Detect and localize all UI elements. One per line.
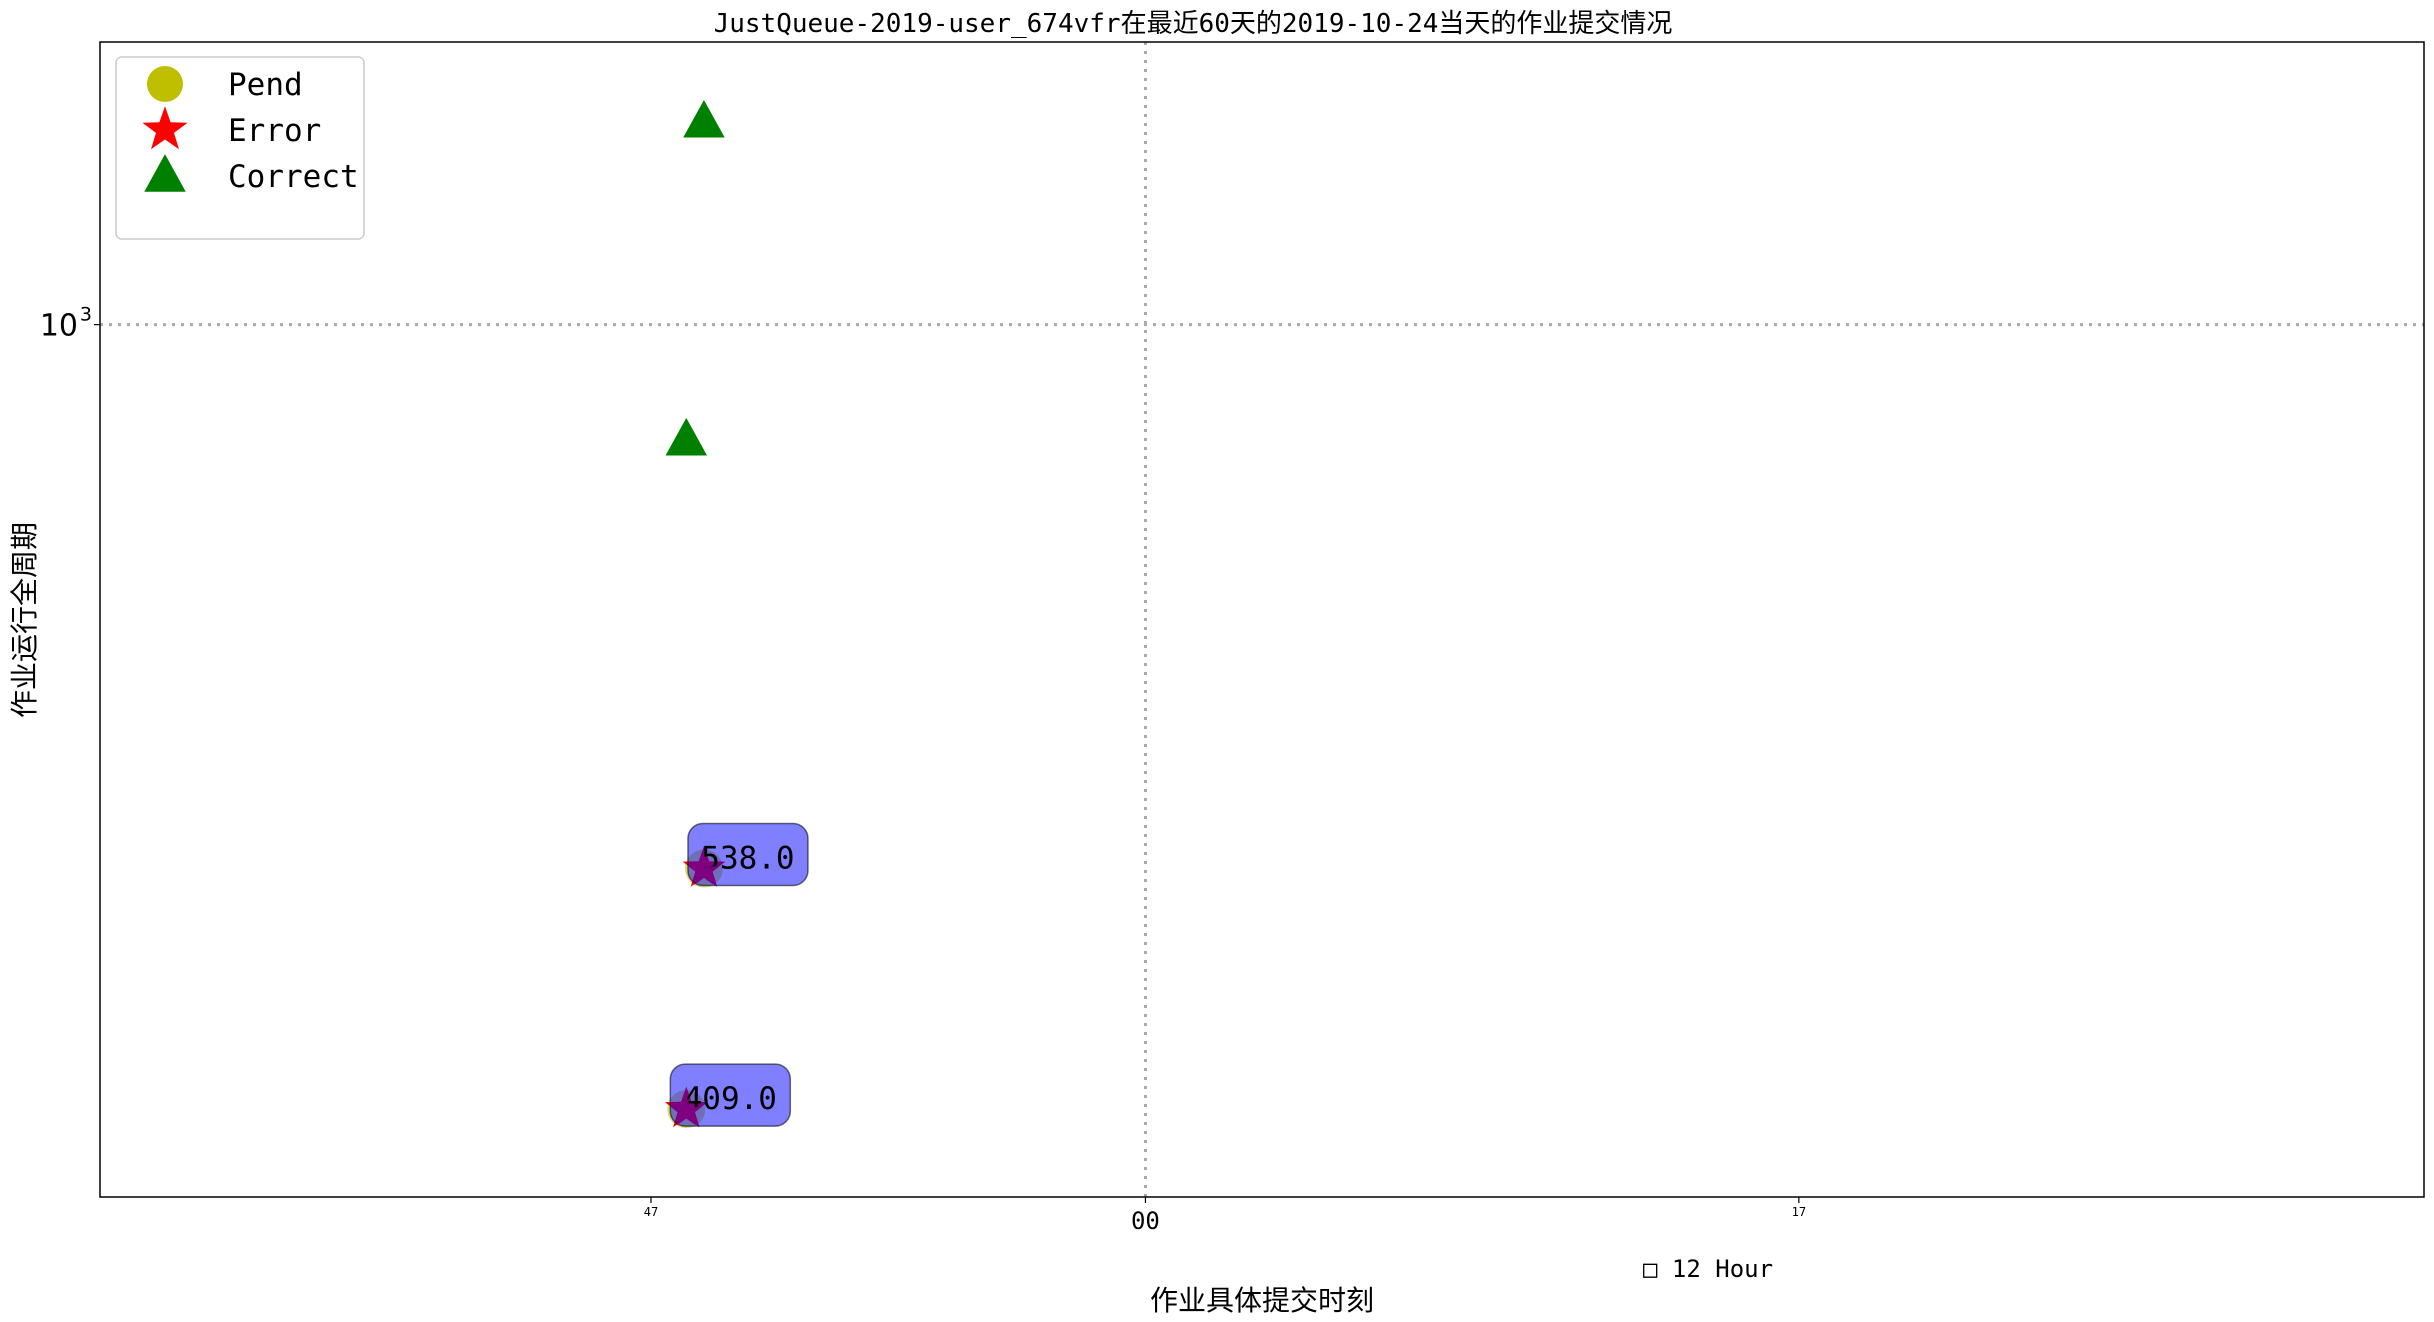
y-tick-label-exponent: 3 (80, 304, 92, 326)
legend-marker-error (142, 106, 188, 150)
x-tick-label: 00 (1131, 1207, 1160, 1235)
x-tick-label: 47 (644, 1205, 658, 1219)
legend-label: Error (228, 113, 321, 149)
x-tick-label: 17 (1792, 1205, 1806, 1219)
legend-marker-correct (144, 154, 186, 192)
y-axis-label: 作业运行全周期 (8, 522, 41, 718)
annotation-box (669, 1063, 792, 1127)
annotation-label: 538.0 (701, 841, 794, 877)
x-axis-ticks: 47 00 17 (644, 1197, 1806, 1235)
legend-label: Pend (228, 67, 303, 103)
legend: Pend Error Correct (115, 56, 365, 240)
legend-label: Correct (228, 159, 359, 195)
annotation-overlay-star (670, 1095, 702, 1126)
y-axis-ticks: 10 3 (40, 304, 100, 344)
data-point-correct (665, 417, 708, 456)
annotation-box (687, 822, 809, 887)
data-annotations: 538.0 409.0 (669, 822, 809, 1127)
plot-area-frame (99, 41, 2425, 1198)
legend-marker-pend (147, 66, 183, 102)
chart-title: JustQueue-2019-user_674vfr在最近60天的2019-10… (714, 9, 1673, 39)
annotation-label: 409.0 (684, 1081, 777, 1117)
data-point-correct (683, 99, 725, 138)
y-tick-label: 10 (40, 309, 78, 344)
x-axis-label: 作业具体提交时刻 (1150, 1284, 1374, 1317)
annotation-overlay-star (688, 855, 720, 885)
legend-box (115, 56, 365, 240)
x-unit-note: □ 12 Hour (1643, 1255, 1773, 1283)
grid-lines (100, 42, 2424, 1197)
